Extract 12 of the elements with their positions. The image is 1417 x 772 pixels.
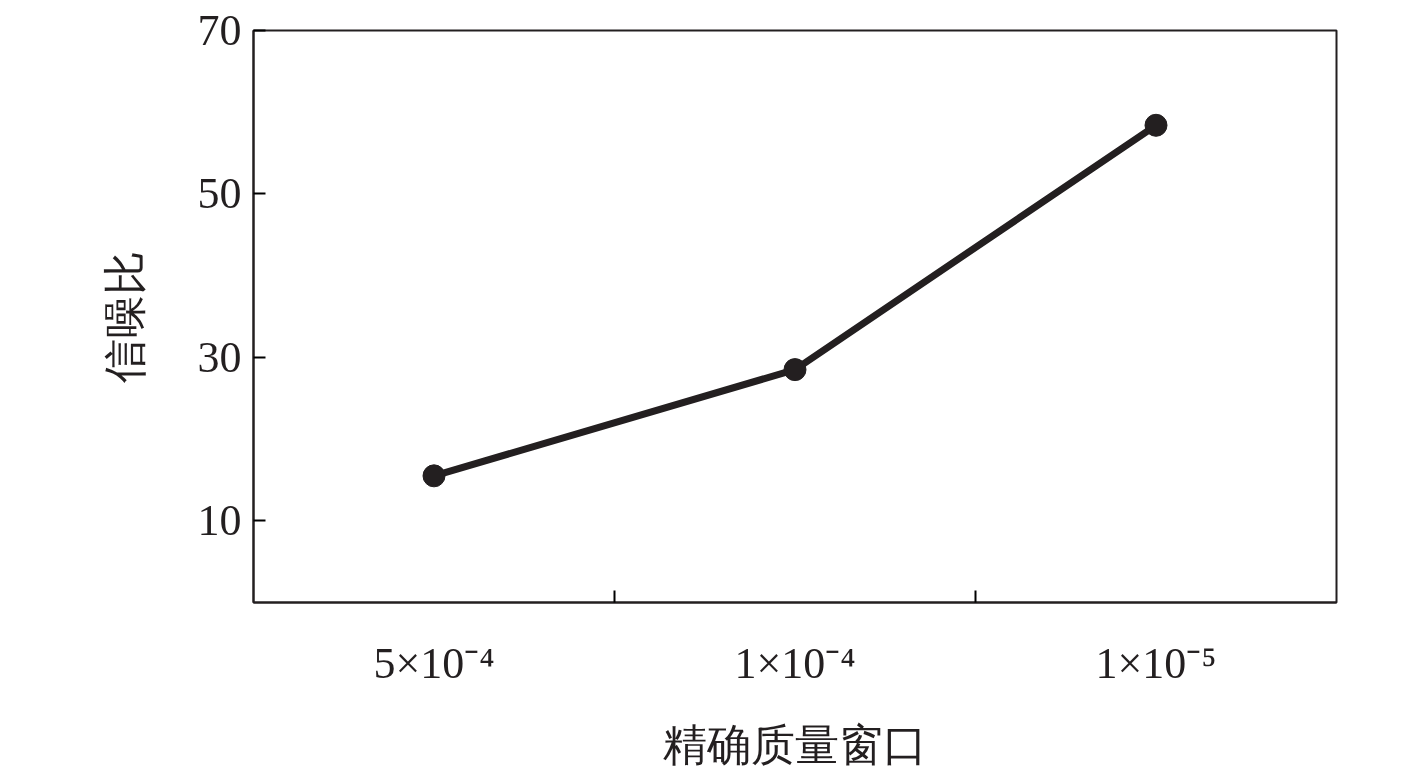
x-axis-title: 精确质量窗口 bbox=[663, 720, 927, 770]
x-tick-label: 1×10⁻⁵ bbox=[1095, 638, 1217, 688]
point bbox=[422, 464, 446, 488]
y-axis-title: 信噪比 bbox=[100, 250, 150, 383]
y-tick-label: 50 bbox=[197, 169, 242, 219]
x-tick-label: 1×10⁻⁴ bbox=[734, 638, 856, 688]
y-tick-label: 30 bbox=[197, 332, 242, 382]
point bbox=[783, 358, 807, 382]
y-tick-label: 10 bbox=[197, 496, 242, 546]
x-tick-label: 5×10⁻⁴ bbox=[373, 638, 495, 688]
y-tick-label: 70 bbox=[197, 6, 242, 55]
point bbox=[1144, 113, 1168, 137]
